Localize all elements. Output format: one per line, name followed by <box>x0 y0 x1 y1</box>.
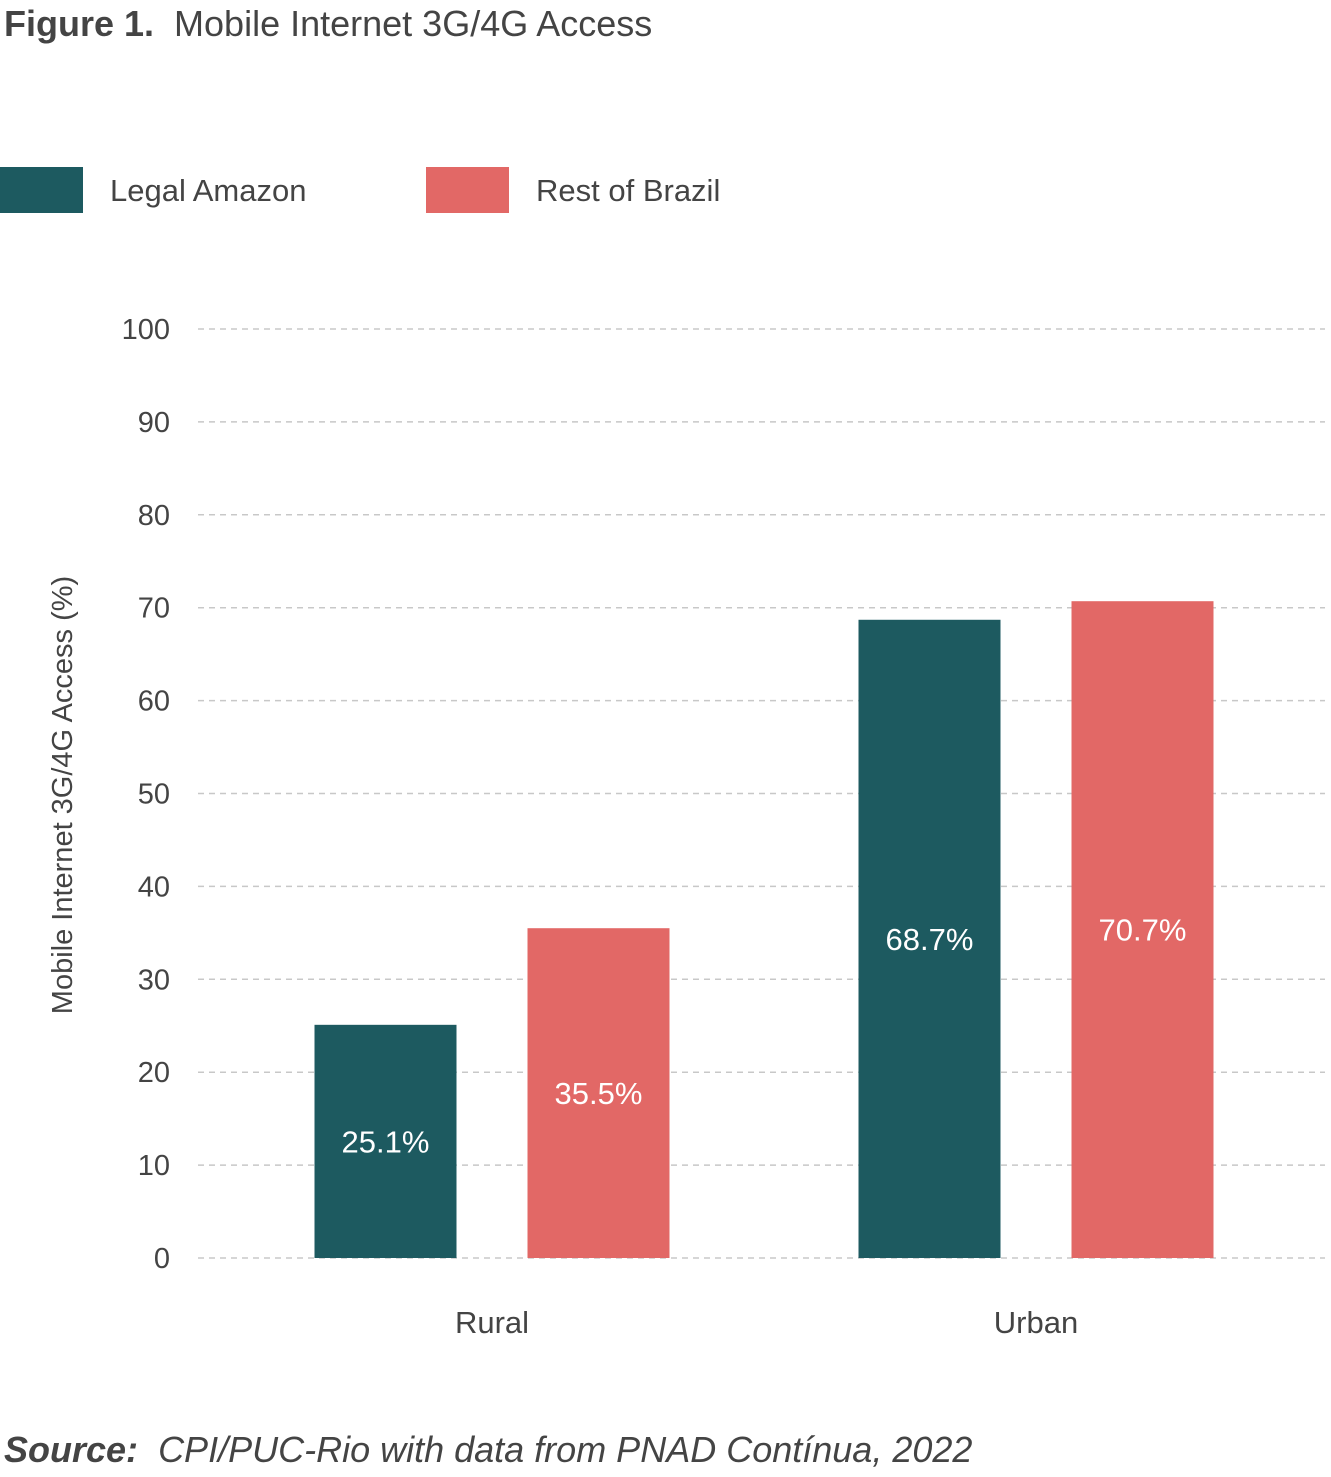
bars <box>314 601 1214 1258</box>
bar-urban-0 <box>858 619 1001 1258</box>
figure-title: Figure 1. Mobile Internet 3G/4G Access <box>4 3 652 44</box>
legend-swatch-1 <box>426 167 509 213</box>
legend: Legal Amazon Rest of Brazil <box>0 167 720 213</box>
data-label-rural-1: 35.5% <box>555 1076 643 1111</box>
x-category-label-rural: Rural <box>455 1305 529 1340</box>
data-label-urban-1: 70.7% <box>1099 913 1187 948</box>
legend-swatch-0 <box>0 167 83 213</box>
y-axis-title: Mobile Internet 3G/4G Access (%) <box>47 576 79 1014</box>
y-tick-label-20: 20 <box>138 1057 170 1089</box>
source-note: Source: CPI/PUC-Rio with data from PNAD … <box>4 1429 972 1470</box>
x-category-label-urban: Urban <box>994 1305 1078 1340</box>
y-tick-label-70: 70 <box>138 593 170 625</box>
y-axis-ticks: 0 10 20 30 40 50 60 70 80 90 100 <box>122 314 170 1275</box>
data-label-rural-0: 25.1% <box>342 1124 430 1159</box>
y-tick-label-0: 0 <box>154 1243 170 1275</box>
bar-rural-0 <box>314 1024 457 1258</box>
legend-label-0: Legal Amazon <box>110 173 306 208</box>
y-tick-label-100: 100 <box>122 314 170 346</box>
y-tick-label-90: 90 <box>138 407 170 439</box>
y-tick-label-50: 50 <box>138 779 170 811</box>
source-text: CPI/PUC-Rio with data from PNAD Contínua… <box>158 1429 972 1470</box>
bar-data-labels: 25.1% 35.5% 68.7% 70.7% <box>342 913 1187 1160</box>
source-label: Source: <box>4 1429 138 1470</box>
y-tick-label-40: 40 <box>138 871 170 903</box>
y-tick-label-10: 10 <box>138 1150 170 1182</box>
figure-label: Figure 1. <box>4 3 154 44</box>
data-label-urban-0: 68.7% <box>886 922 974 957</box>
x-axis-category-labels: Rural Urban <box>455 1305 1078 1340</box>
figure-title-text: Mobile Internet 3G/4G Access <box>174 3 652 44</box>
y-tick-label-30: 30 <box>138 964 170 996</box>
bar-urban-1 <box>1071 601 1214 1258</box>
legend-label-1: Rest of Brazil <box>536 173 720 208</box>
y-tick-label-60: 60 <box>138 686 170 718</box>
bar-rural-1 <box>527 928 670 1258</box>
y-tick-label-80: 80 <box>138 500 170 532</box>
